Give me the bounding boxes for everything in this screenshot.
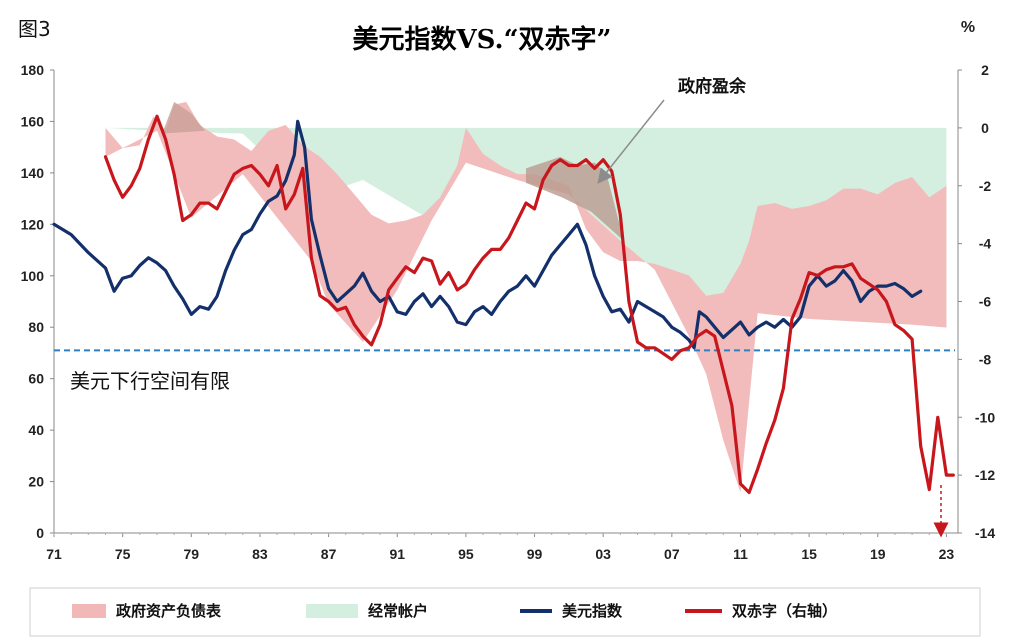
right-tick-label: -4: [979, 236, 992, 252]
x-tick-label: 23: [939, 546, 955, 562]
left-tick-label: 60: [28, 371, 44, 387]
twin-deficit-line: [103, 114, 955, 495]
right-tick-label: 2: [981, 62, 989, 78]
right-tick-label: -8: [979, 351, 992, 367]
x-tick-label: 11: [733, 546, 748, 562]
x-tick-label: 87: [321, 546, 337, 562]
x-tick-label: 75: [115, 546, 131, 562]
area-layer: [105, 101, 947, 493]
legend-swatch-area: [306, 604, 358, 618]
x-tick-label: 71: [46, 546, 62, 562]
x-tick-label: 79: [184, 546, 200, 562]
right-tick-label: -6: [979, 294, 992, 310]
left-tick-label: 120: [21, 216, 45, 232]
line-layer: [52, 114, 955, 495]
government-balance-area: [105, 101, 947, 493]
left-tick-label: 0: [36, 525, 44, 541]
x-tick-label: 83: [252, 546, 268, 562]
x-tick-label: 03: [595, 546, 611, 562]
left-tick-label: 140: [21, 165, 45, 181]
left-tick-label: 160: [21, 113, 45, 129]
left-tick-label: 20: [28, 474, 44, 490]
legend-box: [29, 587, 981, 637]
legend-item: 美元指数: [520, 602, 623, 620]
right-tick-label: 0: [981, 120, 989, 136]
legend: 政府资产负债表 经常帐户 美元指数 双赤字（右轴）: [29, 587, 981, 637]
legend-swatch-area: [72, 604, 106, 618]
legend-label: 美元指数: [562, 602, 623, 620]
x-tick-label: 91: [389, 546, 405, 562]
legend-item: 双赤字（右轴）: [685, 602, 837, 620]
left-tick-label: 180: [21, 62, 45, 78]
legend-label: 经常帐户: [368, 602, 428, 620]
right-tick-label: -10: [975, 409, 995, 425]
right-tick-label: -14: [975, 525, 995, 541]
annotation-arrow: [597, 99, 665, 184]
legend-label: 双赤字（右轴）: [732, 602, 837, 620]
figure-label: 图3: [18, 17, 51, 41]
left-tick-label: 80: [28, 319, 44, 335]
x-tick-label: 15: [801, 546, 817, 562]
legend-item: 政府资产负债表: [72, 602, 222, 620]
x-tick-label: 19: [870, 546, 886, 562]
x-tick-label: 07: [664, 546, 680, 562]
annotation-label: 政府盈余: [678, 76, 747, 97]
right-tick-label: -2: [979, 178, 992, 194]
legend-label: 政府资产负债表: [116, 602, 222, 620]
right-axis-unit: %: [961, 19, 975, 36]
chart-title: 美元指数VS.“双赤字”: [353, 24, 612, 55]
left-tick-label: 100: [21, 268, 45, 284]
reference-line-label: 美元下行空间有限: [70, 369, 230, 393]
surplus-bump-area: [162, 101, 206, 134]
right-tick-label: -12: [975, 467, 995, 483]
x-tick-label: 95: [458, 546, 474, 562]
left-tick-label: 40: [28, 422, 44, 438]
x-tick-label: 99: [527, 546, 543, 562]
legend-item: 经常帐户: [306, 602, 428, 620]
dollar-index-line: [52, 119, 923, 350]
